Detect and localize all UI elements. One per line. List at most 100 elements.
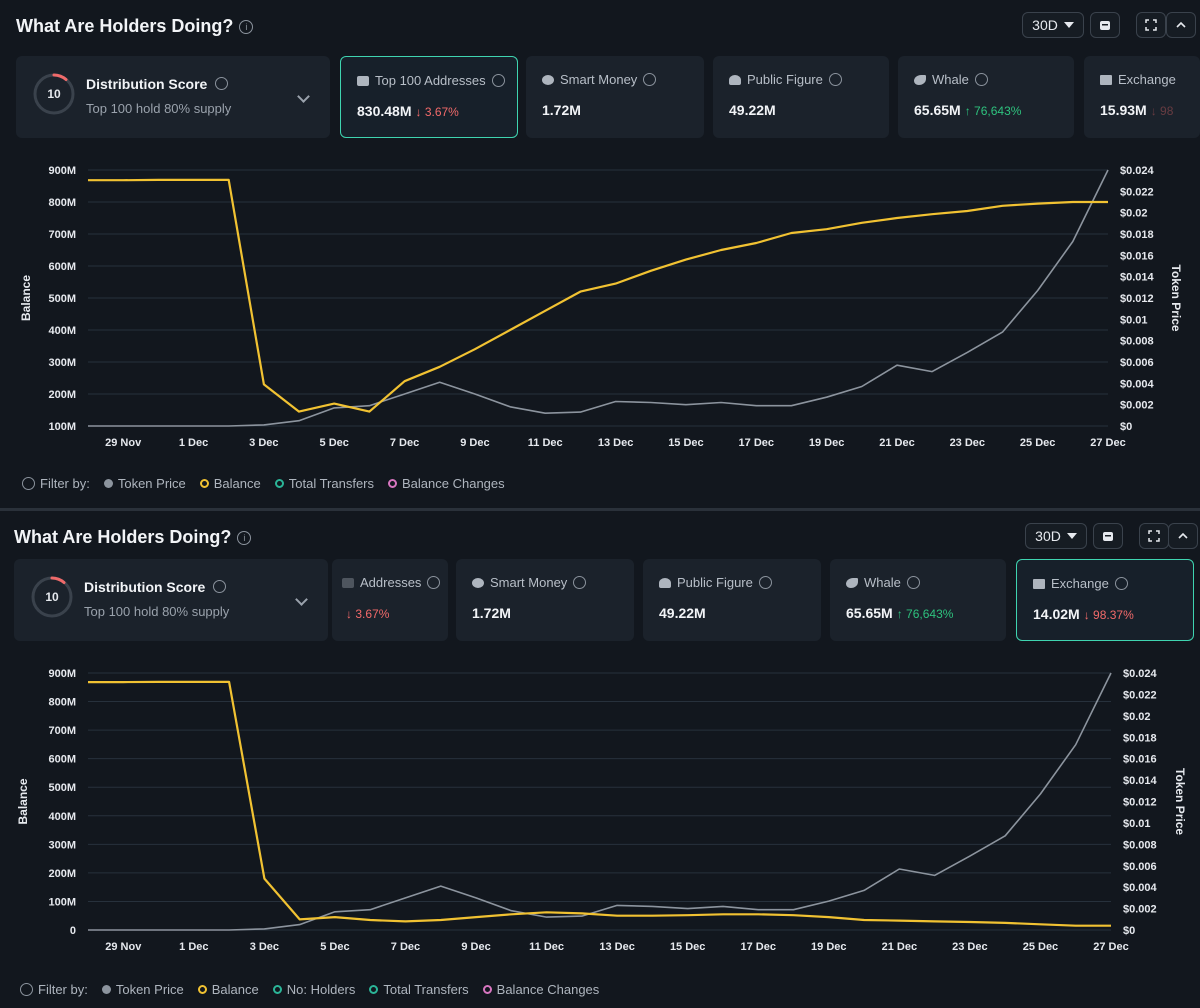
- info-icon[interactable]: [1114, 577, 1128, 590]
- chevron-down-icon[interactable]: [295, 593, 308, 606]
- card-whale[interactable]: Whale 65.65M ↑ 76,643%: [830, 559, 1006, 641]
- card-public-figure[interactable]: Public Figure 49.22M: [643, 559, 821, 641]
- info-icon[interactable]: [906, 576, 920, 589]
- y2-tick-label: $0: [1123, 925, 1135, 937]
- calendar-icon: [1100, 21, 1110, 30]
- filter-balance[interactable]: Balance: [199, 476, 261, 491]
- score-ring-icon: [33, 73, 75, 115]
- card-label: Public Figure: [747, 72, 823, 87]
- range-dropdown[interactable]: 30D: [1025, 523, 1087, 549]
- y2-tick-label: $0.004: [1123, 882, 1158, 894]
- fullscreen-button[interactable]: [1136, 12, 1166, 38]
- card-smart-money[interactable]: Smart Money 1.72M: [526, 56, 704, 138]
- card-smart-money[interactable]: Smart Money 1.72M: [456, 559, 634, 641]
- info-icon[interactable]: i: [239, 20, 254, 34]
- legend-ring-icon: [197, 985, 207, 994]
- y-tick-label: 300M: [48, 839, 76, 851]
- y2-tick-label: $0.004: [1120, 378, 1155, 390]
- y-tick-label: 200M: [48, 868, 76, 880]
- info-icon[interactable]: [828, 73, 842, 86]
- y2-tick-label: $0.02: [1120, 208, 1148, 220]
- filter-balance-changes[interactable]: Balance Changes: [388, 476, 505, 491]
- y2-tick-label: $0.024: [1123, 668, 1158, 680]
- range-dropdown[interactable]: 30D: [1022, 12, 1084, 38]
- distribution-score-card[interactable]: 10 Distribution Score Top 100 hold 80% s…: [14, 559, 328, 641]
- card-exchange[interactable]: Exchange 14.02M ↓ 98.37%: [1016, 559, 1194, 641]
- filter-total-transfers[interactable]: Total Transfers: [274, 476, 375, 491]
- card-value: 65.65M: [914, 102, 961, 118]
- chevron-up-icon: [1178, 532, 1188, 539]
- calendar-button[interactable]: [1093, 523, 1123, 549]
- card-value: 1.72M: [472, 605, 511, 621]
- card-label: Smart Money: [560, 72, 638, 87]
- card-value: 830.48M: [357, 103, 412, 119]
- x-tick-label: 5 Dec: [320, 941, 349, 953]
- filter-balance-changes[interactable]: Balance Changes: [482, 982, 599, 997]
- info-icon: [20, 983, 33, 996]
- card-label: Top 100 Addresses: [375, 73, 486, 88]
- filter-text: Token Price: [117, 476, 186, 491]
- info-icon[interactable]: [758, 576, 772, 589]
- y-tick-label: 900M: [48, 165, 76, 177]
- card-top-100-addresses[interactable]: Addresses ↓ 3.67%: [332, 559, 448, 641]
- info-icon[interactable]: [427, 576, 441, 589]
- y-tick-label: 200M: [48, 389, 76, 401]
- card-top-100-addresses[interactable]: Top 100 Addresses 830.48M ↓ 3.67%: [340, 56, 518, 138]
- score-value: 10: [47, 87, 61, 101]
- y2-tick-label: $0.002: [1120, 400, 1154, 412]
- caret-down-icon: [1066, 533, 1077, 539]
- chevron-down-icon[interactable]: [297, 90, 310, 103]
- card-exchange[interactable]: Exchange 15.93M ↓ 98: [1084, 56, 1200, 138]
- holders-chart-2: 0 100M 200M 300M 400M 500M 600M 700M 800M 900M $0 $…: [16, 668, 1187, 953]
- info-icon[interactable]: [974, 73, 988, 86]
- filter-text: Total Transfers: [288, 476, 375, 491]
- card-value: 49.22M: [729, 102, 776, 118]
- y-tick-label: 700M: [48, 229, 76, 241]
- y-tick-label: 400M: [48, 325, 76, 337]
- y-axis-title: Balance: [19, 275, 33, 321]
- y2-tick-label: $0.008: [1120, 336, 1154, 348]
- balance-line: [88, 178, 1108, 413]
- y2-tick-label: $0.024: [1120, 165, 1155, 177]
- filter-no-holders[interactable]: No: Holders: [272, 982, 355, 997]
- wallet-icon: [342, 577, 354, 588]
- summary-cards: 10 Distribution Score Top 100 hold 80% s…: [16, 56, 1200, 138]
- card-whale[interactable]: Whale 65.65M ↑ 76,643%: [898, 56, 1074, 138]
- x-tick-label: 13 Dec: [599, 941, 634, 953]
- calendar-icon: [1103, 532, 1113, 541]
- filter-token-price[interactable]: Token Price: [101, 982, 184, 997]
- filter-total-transfers[interactable]: Total Transfers: [369, 982, 469, 997]
- filter-text: Balance: [211, 982, 259, 997]
- filter-balance[interactable]: Balance: [197, 982, 259, 997]
- x-tick-label: 21 Dec: [882, 941, 917, 953]
- x-tick-label: 19 Dec: [809, 437, 844, 449]
- range-value: 30D: [1032, 17, 1058, 33]
- info-icon[interactable]: [213, 580, 227, 593]
- fullscreen-button[interactable]: [1139, 523, 1169, 549]
- panel-title: What Are Holders Doing? i: [16, 16, 254, 37]
- y-tick-label: 600M: [48, 754, 76, 766]
- filter-label: Filter by:: [20, 982, 88, 997]
- info-icon[interactable]: [215, 77, 229, 90]
- holders-panel-2: What Are Holders Doing? i 30D 10 Distribu…: [0, 511, 1200, 1008]
- collapse-button[interactable]: [1168, 523, 1198, 549]
- legend-ring-icon: [274, 479, 284, 488]
- card-public-figure[interactable]: Public Figure 49.22M: [713, 56, 889, 138]
- calendar-button[interactable]: [1090, 12, 1120, 38]
- info-icon[interactable]: [573, 576, 587, 589]
- info-icon[interactable]: i: [237, 531, 252, 545]
- card-change: ↓ 3.67%: [346, 607, 390, 621]
- y2-axis-title: Token Price: [1169, 264, 1183, 331]
- filter-token-price[interactable]: Token Price: [103, 476, 186, 491]
- x-tick-label: 23 Dec: [950, 437, 985, 449]
- card-value: 65.65M: [846, 605, 893, 621]
- collapse-button[interactable]: [1166, 12, 1196, 38]
- card-value: 49.22M: [659, 605, 706, 621]
- info-icon[interactable]: [643, 73, 657, 86]
- card-label: Whale: [932, 72, 969, 87]
- fullscreen-icon: [1145, 19, 1157, 31]
- info-icon[interactable]: [491, 74, 505, 87]
- card-label: Addresses: [360, 575, 422, 590]
- distribution-score-card[interactable]: 10 Distribution Score Top 100 hold 80% s…: [16, 56, 330, 138]
- filter-text: Balance: [213, 476, 261, 491]
